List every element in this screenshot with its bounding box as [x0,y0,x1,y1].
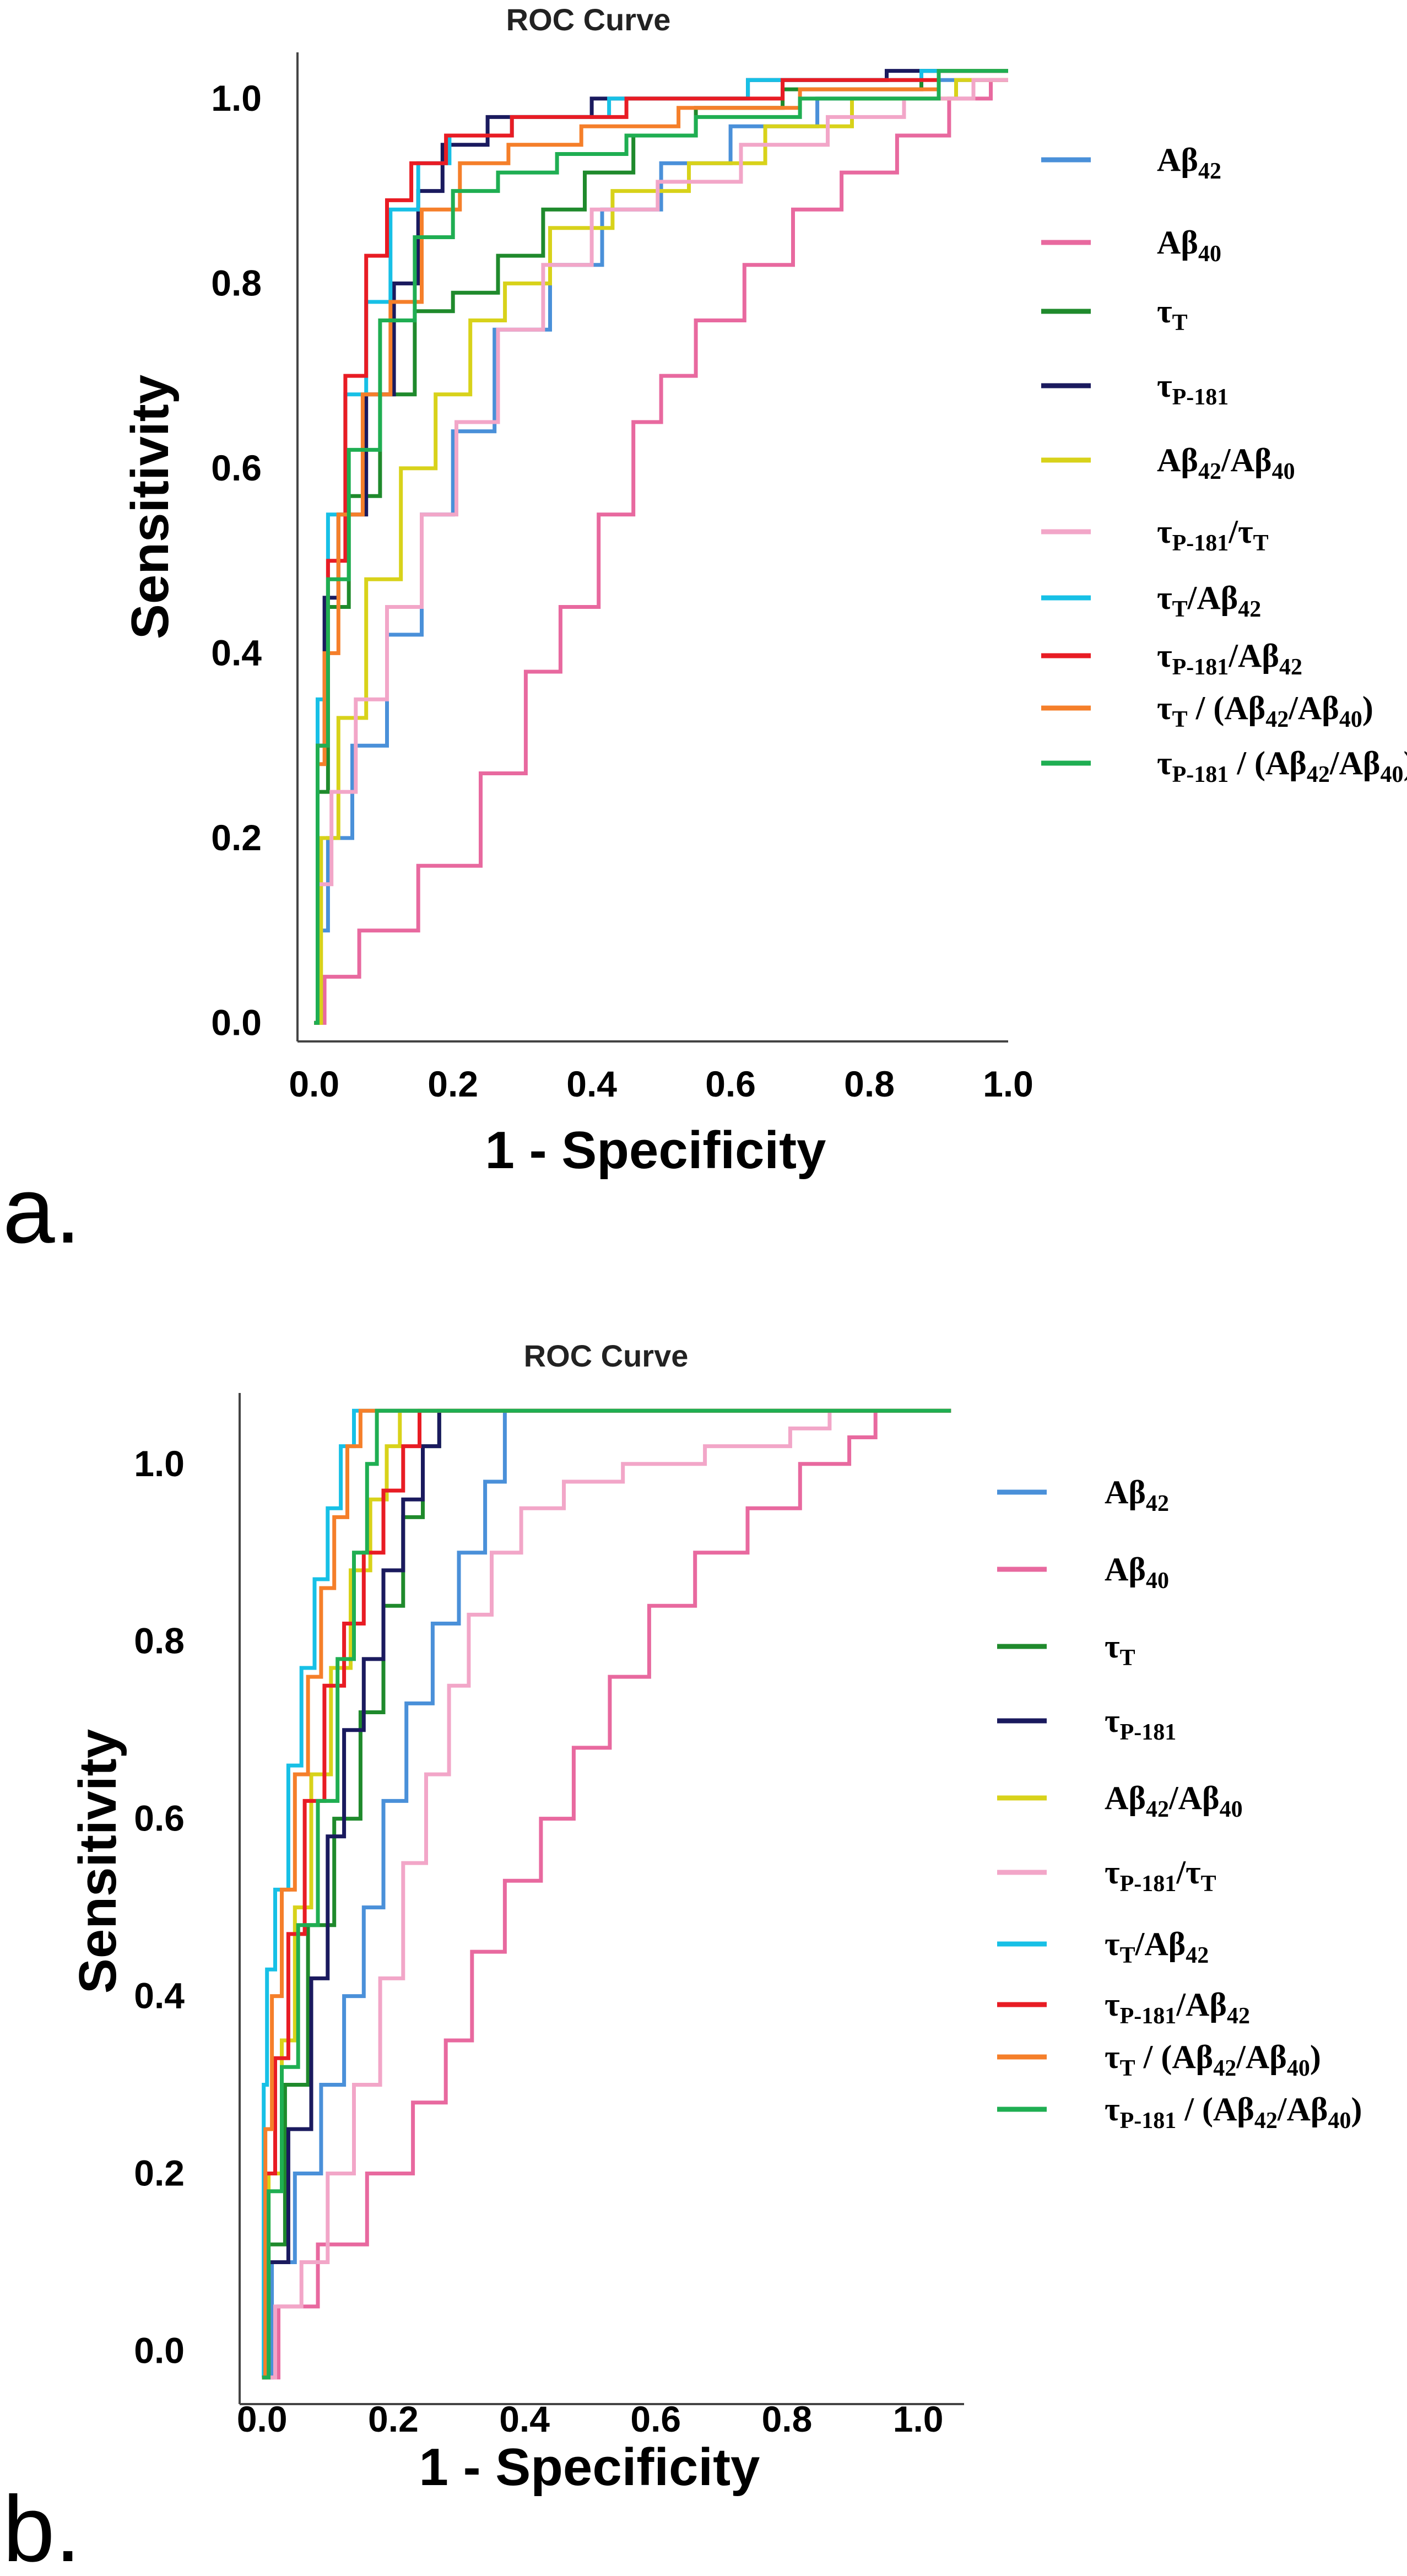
series-line-6 [262,1408,951,2380]
legend-label: τT/Aβ42 [1105,1926,1209,1968]
legend-label: τT / (Aβ42/Aβ40) [1105,2039,1321,2081]
legend-label: τP-181 [1157,368,1229,410]
legend-label: τP-181/τT [1105,1854,1216,1897]
x-tick-label: 0.8 [844,1063,895,1104]
legend-label: Aβ40 [1157,224,1221,267]
x-tick-label: 0.0 [289,1063,339,1104]
legend-label: τT/Aβ42 [1157,580,1261,622]
legend: Aβ42 Aβ40 τT τP-181 Aβ42/Aβ40 τP-181/τT τT/Aβ4… [997,1474,1362,2134]
legend-label: τP-181/Aβ42 [1105,1986,1250,2029]
panel-label: b. [3,2477,81,2576]
y-tick-label: 0.0 [134,2330,185,2370]
x-tick-label: 0.0 [237,2399,288,2439]
ticks: 0.0 0.2 0.4 0.6 0.8 1.0 0.0 0.2 0.4 0.6 0.8 1.0 [134,1443,943,2439]
legend-label: τP-181 [1105,1703,1176,1745]
y-tick-label: 0.2 [134,2152,185,2193]
series-line-10 [314,69,1008,1025]
chart-title: ROC Curve [524,1338,689,1373]
y-axis-label: Sensitivity [68,1729,127,1994]
y-tick-label: 0.2 [211,817,262,858]
y-tick-label: 0.6 [211,447,262,488]
series-line-2 [314,78,1008,1025]
x-axis-label: 1 - Specificity [485,1121,826,1180]
x-tick-label: 1.0 [893,2399,944,2439]
series-line-2 [262,1408,951,2380]
x-tick-label: 0.8 [762,2399,813,2439]
legend: Aβ42 Aβ40 τT τP-181 Aβ42/Aβ40 τP-181/τT τT/Aβ4… [1041,142,1407,787]
y-tick-label: 1.0 [211,78,262,118]
series-line-6 [314,78,1008,1025]
y-axis-label: Sensitivity [121,375,180,639]
x-axis-label: 1 - Specificity [419,2438,760,2497]
legend-label: Aβ42/Aβ40 [1105,1780,1243,1822]
plot-area [296,52,1008,1043]
x-tick-label: 0.6 [705,1063,756,1104]
legend-label: τT [1105,1628,1135,1671]
series-line-9 [262,1408,951,2380]
series-line-8 [314,69,1008,1025]
x-tick-label: 0.4 [499,2399,550,2439]
panel-label: a. [3,1158,81,1263]
legend-label: τP-181 / (Aβ42/Aβ40) [1157,745,1407,787]
x-tick-label: 0.4 [566,1063,617,1104]
legend-label: τP-181/τT [1157,514,1269,556]
x-tick-label: 0.6 [630,2399,681,2439]
plot-area [239,1393,964,2405]
roc-chart-b: ROC Curve 1 - Specificity Sensitivity b.… [3,1338,1362,2576]
y-tick-label: 0.4 [134,1975,185,2016]
series-line-1 [314,78,1008,1025]
legend-label: τT / (Aβ42/Aβ40) [1157,690,1373,732]
legend-label: τP-181/Aβ42 [1157,638,1302,680]
y-tick-label: 0.8 [211,262,262,303]
x-tick-label: 0.2 [427,1063,478,1104]
y-tick-label: 0.4 [211,632,262,673]
y-tick-label: 0.8 [134,1621,185,1661]
y-tick-label: 0.0 [211,1002,262,1043]
legend-label: Aβ42 [1157,142,1221,184]
series-line-4 [262,1408,951,2380]
legend-label: Aβ42 [1105,1474,1169,1516]
y-tick-label: 0.6 [134,1798,185,1839]
series-line-8 [262,1408,951,2380]
x-tick-label: 0.2 [368,2399,419,2439]
ticks: 0.0 0.2 0.4 0.6 0.8 1.0 0.0 0.2 0.4 0.6 0.8 1.0 [211,78,1033,1104]
roc-chart-a: ROC Curve 1 - Specificity Sensitivity a.… [3,2,1407,1263]
legend-label: τT [1157,293,1188,336]
legend-label: Aβ40 [1105,1551,1169,1594]
series-line-10 [262,1408,951,2380]
y-tick-label: 1.0 [134,1443,185,1484]
x-tick-label: 1.0 [983,1063,1033,1104]
legend-label: Aβ42/Aβ40 [1157,442,1295,484]
chart-title: ROC Curve [506,2,671,37]
series-line-1 [262,1408,951,2380]
legend-label: τP-181 / (Aβ42/Aβ40) [1105,2091,1362,2134]
